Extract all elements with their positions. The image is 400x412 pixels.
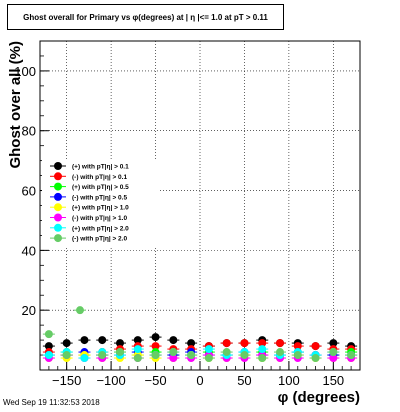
series-1-point [329,339,338,348]
series-2-point [276,339,284,348]
legend-label: (+) with pT|η| > 1.0 [72,205,129,212]
series-7-point [204,345,213,354]
legend-label: (-) with pT|η| > 0.1 [72,174,127,181]
x-tick-label: −100 [96,373,125,388]
series-8-point [44,330,53,339]
y-tick-label: 80 [22,124,36,139]
series-6-point [169,354,178,363]
y-tick-label: 100 [14,64,36,79]
series-1-point [80,336,89,345]
series-8-point [187,351,196,360]
series-8-point [151,351,160,360]
series-7-point [258,345,267,354]
y-axis-label: Ghost over all (%) [7,41,24,169]
series-8-point [116,348,124,357]
series-7-point [133,345,142,354]
y-tick-label: 60 [22,184,36,199]
series-2-point [258,339,267,348]
x-tick-label: 100 [278,373,300,388]
series-8-point [240,351,249,360]
x-axis-label: φ (degrees) [278,389,360,406]
series-2-point [293,342,302,351]
legend-label: (+) with pT|η| > 2.0 [72,225,129,232]
series-1-point [62,339,71,348]
legend-label: (+) with pT|η| > 0.1 [72,164,129,171]
series-1-point [116,339,124,348]
legend-label: (+) with pT|η| > 0.5 [72,184,129,191]
chart-title: Ghost overall for Primary vs φ(degrees) … [23,13,268,22]
y-tick-label: 20 [22,303,36,318]
series-1-point [169,336,178,345]
chart-title-box: Ghost overall for Primary vs φ(degrees) … [7,4,284,30]
series-2-point [240,339,249,348]
series-1-point [133,336,142,345]
series-8-point [276,348,284,357]
series-8-point [169,348,178,357]
series-8-point [62,351,71,360]
series-2-point [222,339,231,348]
legend-label: (-) with pT|η| > 0.5 [72,194,127,201]
series-8-point [98,351,107,360]
legend-box [42,159,160,248]
x-tick-label: −50 [145,373,167,388]
legend-label: (-) with pT|η| > 1.0 [72,215,127,222]
series-7-point [80,354,89,363]
series-8-point [347,351,356,360]
series-8-point [293,351,302,360]
series-1-point [151,333,160,342]
series-6-point [329,354,338,363]
series-2-point [151,342,160,351]
series-8-point [133,354,142,363]
series-8-point [76,306,84,315]
series-2-point [311,342,320,351]
series-8-point [329,348,338,357]
legend-label: (-) with pT|η| > 2.0 [72,236,127,243]
x-tick-label: 150 [322,373,344,388]
y-tick-label: 40 [22,243,36,258]
series-1-point [44,342,53,351]
series-8-point [258,354,267,363]
series-8-point [222,348,231,357]
series-1-point [187,339,196,348]
x-tick-label: 0 [196,373,203,388]
series-8-point [204,354,213,363]
footer-timestamp: Wed Sep 19 11:32:53 2018 [3,398,100,407]
series-8-point [311,354,320,363]
x-tick-label: 50 [237,373,251,388]
series-7-point [44,351,53,360]
x-tick-label: −150 [52,373,81,388]
series-1-point [98,336,107,345]
